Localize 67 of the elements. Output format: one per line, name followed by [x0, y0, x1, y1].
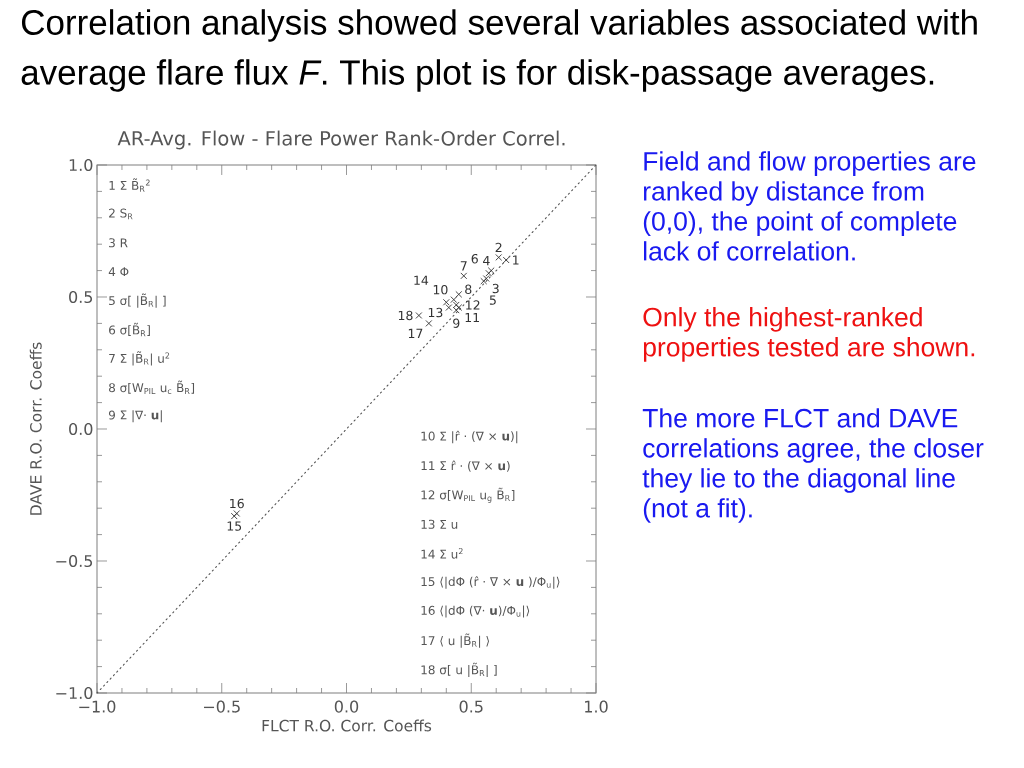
annotation: 16 ⟨|dΦ (∇· u)/Φ$_{u}$|⟩ — [421, 605, 530, 618]
annotation: 3 R — [109, 238, 128, 248]
series-label: 17 — [408, 328, 423, 338]
annotation: 10 Σ |r̂ · (∇ × u)| — [421, 430, 518, 444]
point — [442, 298, 450, 306]
annotation: 2 S$_{R}$ — [109, 208, 133, 220]
annotation: 13 Σ u — [421, 519, 458, 529]
annotation: 9 Σ |∇· u| — [108, 410, 162, 423]
series-label: 14 — [414, 275, 429, 285]
annotation: 14 Σ u$^{2}$ — [421, 548, 463, 559]
x-tick-label: 1.0 — [585, 700, 608, 713]
point — [445, 304, 453, 311]
series-label: 7 — [460, 261, 467, 271]
annotation: 17 ⟨ u |B̃$_{R}$| ⟩ — [421, 633, 489, 648]
point — [425, 319, 433, 327]
point — [502, 256, 510, 264]
x-tick-label: −0.5 — [204, 700, 240, 713]
annotation: 5 σ[ |B̃$_{R}$| ] — [109, 293, 166, 308]
series-label: 1 — [513, 255, 519, 265]
annotation: 7 Σ |B̃$_{R}$| u$^{2}$ — [109, 351, 170, 366]
annotation: 8 σ[W$_{PIL}$ u$_{c}$ B̃$_{R}$] — [109, 380, 195, 394]
annotation: 12 σ[W$_{PIL}$ u$_{g}$ B̃$_{R}$] — [421, 487, 515, 503]
y-axis-title: DAVE R.O. Corr. Coeffs — [29, 342, 42, 515]
annotation: 11 Σ r̂ · (∇ × u) — [421, 460, 510, 472]
y-tick-label: −0.5 — [56, 554, 93, 568]
series-label: 2 — [495, 242, 502, 253]
point — [480, 277, 488, 285]
x-tick-label: 0.5 — [459, 700, 483, 713]
chart-title: Correlation analysis showed several variables associated with average flare flux F. This plot is for disk-passage averages. — [21, 9, 977, 92]
chart-subtitle: AR-Avg. Flow - Flare Power Rank-Order Correl. — [117, 130, 565, 150]
point — [415, 312, 423, 319]
series-label: 5 — [489, 295, 496, 305]
text: The more FLCT and DAVE correlations agree, the closer they lie to the diagonal line (not a fit). — [642, 408, 984, 523]
series-label: 16 — [230, 498, 244, 509]
y-tick-label: −1.0 — [56, 686, 93, 700]
point — [233, 510, 241, 517]
text: Only the highest-ranked properties tested are shown. — [643, 307, 975, 362]
series-label: 18 — [398, 310, 413, 321]
annotation: 4 Φ — [108, 267, 129, 277]
point — [495, 253, 503, 261]
series-label: 6 — [471, 254, 478, 264]
point — [482, 275, 490, 282]
x-axis-title: FLCT R.O. Corr. Coeffs — [262, 719, 432, 732]
series-label: 4 — [483, 256, 490, 266]
text: Field and flow properties are ranked by distance from (0,0), the point of complete lack of correlation. — [643, 151, 976, 261]
annotation: 18 σ[ u |B̃$_{R}$| ] — [421, 662, 497, 677]
point — [455, 290, 463, 298]
x-tick-label: −1.0 — [79, 700, 116, 713]
y-tick-label: 0.0 — [69, 422, 93, 436]
series-label: 8 — [465, 284, 472, 295]
series-label: 3 — [492, 283, 499, 294]
point — [450, 296, 458, 304]
series-label: 10 — [433, 284, 448, 295]
series-label: 15 — [227, 521, 242, 531]
x-tick-label: 0.0 — [334, 700, 359, 713]
series-label: 11 — [465, 313, 479, 323]
series-label: 12 — [466, 300, 480, 310]
annotation: 15 ⟨|dΦ (r̂ · ∇ × u )/Φ$_{u}$|⟩ — [421, 576, 560, 589]
point — [230, 512, 238, 520]
annotation: 1 Σ B̃$_{R}$2 — [109, 178, 150, 192]
series-label: 9 — [453, 318, 460, 328]
series-label: 13 — [428, 307, 443, 318]
y-tick-label: 0.5 — [69, 290, 93, 304]
annotation: 6 σ[B̃$_{R}$] — [109, 322, 150, 337]
y-tick-label: 1.0 — [69, 158, 93, 172]
point — [460, 272, 468, 280]
point — [452, 301, 460, 309]
